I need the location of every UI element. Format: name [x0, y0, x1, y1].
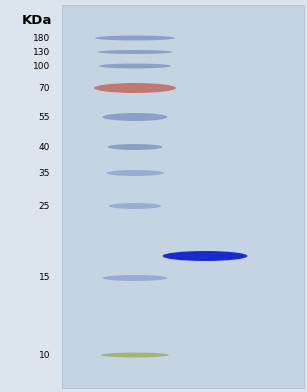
Text: KDa: KDa	[22, 14, 52, 27]
Ellipse shape	[109, 203, 161, 209]
Ellipse shape	[103, 275, 168, 281]
Ellipse shape	[94, 83, 176, 93]
Ellipse shape	[95, 36, 175, 40]
Ellipse shape	[101, 352, 169, 358]
Text: 130: 130	[33, 47, 50, 56]
Text: 180: 180	[33, 33, 50, 42]
Text: 40: 40	[39, 143, 50, 151]
Text: 100: 100	[33, 62, 50, 71]
Ellipse shape	[103, 113, 168, 121]
Text: 55: 55	[38, 113, 50, 122]
Text: 25: 25	[39, 201, 50, 211]
Ellipse shape	[98, 50, 173, 54]
Text: 15: 15	[38, 274, 50, 283]
Text: 35: 35	[38, 169, 50, 178]
Ellipse shape	[106, 170, 164, 176]
FancyBboxPatch shape	[62, 5, 304, 388]
Text: 70: 70	[38, 83, 50, 93]
Text: 10: 10	[38, 350, 50, 359]
Ellipse shape	[99, 64, 171, 69]
Ellipse shape	[162, 251, 247, 261]
Ellipse shape	[107, 144, 162, 150]
